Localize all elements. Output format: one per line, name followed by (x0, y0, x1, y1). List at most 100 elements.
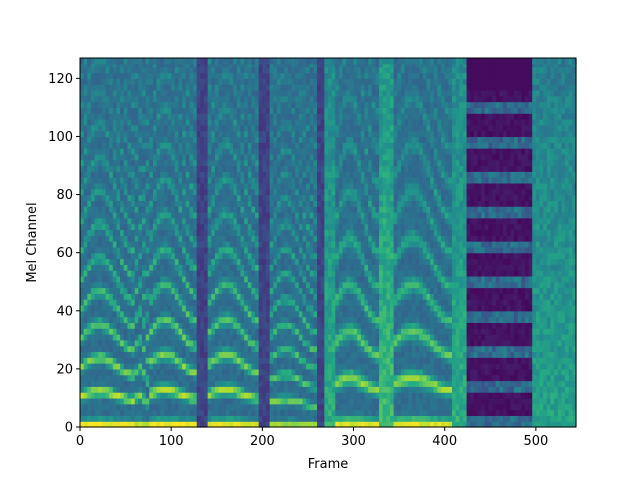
heatmap-cell (112, 72, 118, 79)
heatmap-cell (266, 182, 271, 190)
heatmap-cell (273, 339, 278, 347)
heatmap-cell (163, 89, 169, 97)
heatmap-cell (280, 72, 285, 79)
heatmap-cell (328, 304, 333, 312)
heatmap-cell (109, 328, 114, 335)
heatmap-cell (266, 78, 271, 85)
heatmap-cell (116, 107, 121, 114)
heatmap-cell (193, 171, 198, 178)
heatmap-cell (193, 200, 198, 207)
heatmap-cell (182, 415, 187, 422)
heatmap-cell (247, 89, 253, 97)
heatmap-cell (174, 153, 180, 161)
heatmap-cell (90, 246, 96, 254)
heatmap-cell (244, 153, 249, 161)
heatmap-cell (266, 287, 271, 294)
heatmap-cell (167, 136, 172, 143)
heatmap-cell (160, 194, 165, 201)
heatmap-cell (251, 194, 256, 201)
heatmap-cell (200, 153, 205, 161)
heatmap-cell (178, 409, 183, 416)
heatmap-cell (138, 66, 143, 74)
heatmap-cell (196, 397, 201, 405)
heatmap-cell (101, 136, 107, 143)
heatmap-cell (160, 293, 165, 300)
heatmap-cell (262, 229, 267, 236)
heatmap-cell (284, 264, 289, 271)
heatmap-cell (94, 136, 99, 143)
heatmap-cell (171, 258, 176, 265)
heatmap-cell (160, 246, 165, 254)
heatmap-cell (142, 107, 147, 114)
heatmap-cell (218, 182, 223, 190)
heatmap-cell (335, 124, 340, 132)
heatmap-cell (87, 363, 92, 370)
heatmap-cell (328, 194, 333, 201)
heatmap-cell (200, 415, 205, 422)
heatmap-cell (160, 217, 165, 225)
heatmap-cell (273, 345, 278, 353)
heatmap-cell (83, 328, 88, 335)
heatmap-cell (276, 177, 282, 184)
heatmap-cell (94, 72, 99, 79)
heatmap-cell (156, 275, 161, 283)
heatmap-cell (101, 397, 107, 405)
heatmap-cell (266, 380, 271, 387)
heatmap-cell (196, 374, 201, 382)
heatmap-cell (142, 264, 147, 271)
heatmap-cell (112, 66, 118, 74)
heatmap-cell (193, 223, 198, 231)
heatmap-cell (349, 351, 355, 358)
heatmap-cell (353, 171, 358, 178)
heatmap-cell (94, 368, 99, 376)
heatmap-cell (185, 84, 191, 91)
heatmap-cell (116, 165, 121, 172)
heatmap-cell (101, 299, 107, 306)
heatmap-cell (364, 409, 369, 416)
heatmap-cell (112, 275, 118, 283)
heatmap-cell (269, 194, 274, 201)
heatmap-cell (353, 293, 358, 300)
heatmap-cell (229, 58, 234, 65)
heatmap-cell (317, 78, 322, 85)
heatmap-cell (258, 328, 263, 335)
heatmap-cell (346, 182, 351, 190)
heatmap-cell (306, 148, 311, 155)
heatmap-cell (346, 171, 351, 178)
heatmap-cell (236, 124, 242, 132)
heatmap-cell (328, 403, 333, 411)
heatmap-cell (266, 246, 271, 254)
heatmap-cell (156, 374, 161, 382)
heatmap-cell (317, 299, 322, 306)
heatmap-cell (222, 78, 227, 85)
heatmap-cell (313, 58, 318, 65)
heatmap-cell (80, 235, 85, 242)
heatmap-cell (284, 119, 289, 126)
heatmap-cell (225, 270, 231, 277)
heatmap-cell (193, 409, 198, 416)
heatmap-cell (287, 258, 293, 265)
heatmap-cell (338, 113, 344, 120)
heatmap-cell (142, 363, 147, 370)
heatmap-cell (182, 101, 187, 108)
heatmap-cell (98, 334, 103, 341)
heatmap-cell (98, 392, 103, 399)
heatmap-cell (101, 316, 107, 323)
heatmap-cell (152, 194, 158, 201)
heatmap-cell (295, 246, 300, 254)
heatmap-cell (204, 95, 209, 103)
heatmap-cell (207, 368, 212, 376)
heatmap-cell (189, 351, 194, 358)
heatmap-cell (116, 386, 121, 393)
heatmap-cell (156, 397, 161, 405)
heatmap-cell (269, 421, 274, 428)
heatmap-cell (83, 159, 88, 167)
heatmap-cell (211, 89, 216, 97)
heatmap-cell (342, 258, 347, 265)
heatmap-cell (247, 246, 253, 254)
heatmap-cell (247, 392, 253, 399)
heatmap-cell (320, 235, 325, 242)
heatmap-cell (236, 72, 242, 79)
heatmap-cell (200, 124, 205, 132)
heatmap-cell (357, 281, 362, 289)
